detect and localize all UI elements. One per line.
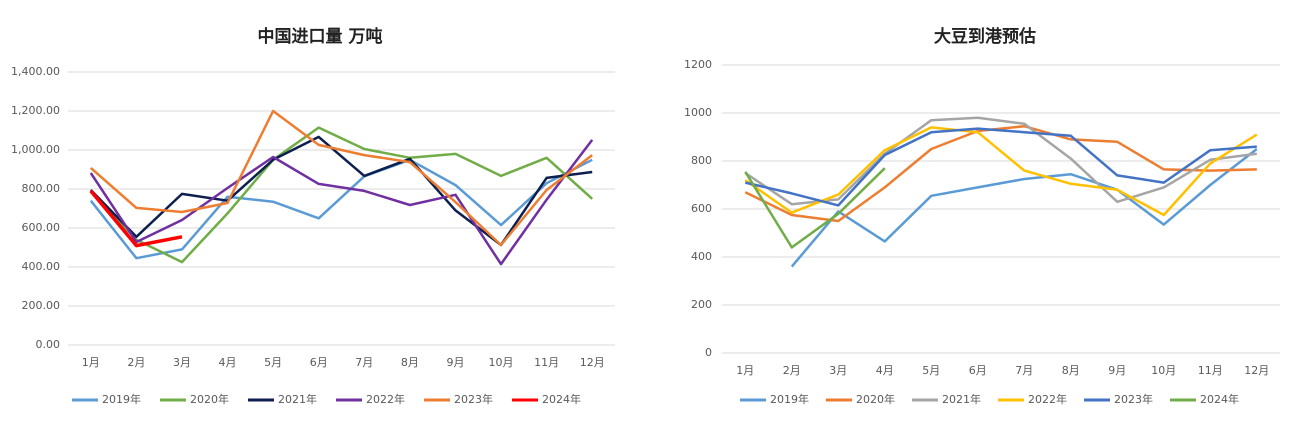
legend-label: 2023年: [454, 392, 493, 406]
x-tick-label: 10月: [489, 356, 514, 369]
x-tick-label: 12月: [1244, 364, 1269, 377]
legend-label: 2020年: [190, 392, 229, 406]
y-tick-label: 800.00: [22, 182, 61, 195]
legend-label: 2021年: [942, 392, 981, 406]
x-tick-label: 3月: [829, 364, 847, 377]
series-line: [745, 127, 1257, 207]
y-tick-label: 1,400.00: [11, 65, 60, 78]
legend-label: 2024年: [1200, 392, 1239, 406]
x-tick-label: 10月: [1151, 364, 1176, 377]
legend-label: 2021年: [278, 392, 317, 406]
chart-title: 中国进口量 万吨: [258, 26, 383, 47]
series-line: [790, 148, 1258, 268]
legend-label: 2019年: [102, 392, 141, 406]
x-tick-label: 1月: [736, 364, 754, 377]
legend-label: 2020年: [856, 392, 895, 406]
x-tick-label: 8月: [1062, 364, 1080, 377]
series-line: [744, 167, 886, 249]
y-tick-label: 1,000.00: [11, 143, 60, 156]
y-tick-label: 1200: [684, 58, 712, 71]
series-line: [89, 189, 183, 248]
x-tick-label: 8月: [401, 356, 419, 369]
x-tick-label: 3月: [173, 356, 191, 369]
series-line: [89, 139, 594, 266]
x-tick-label: 5月: [922, 364, 940, 377]
legend-label: 2019年: [770, 392, 809, 406]
x-tick-label: 4月: [219, 356, 237, 369]
x-tick-label: 11月: [1198, 364, 1223, 377]
x-tick-label: 6月: [310, 356, 328, 369]
x-tick-label: 5月: [264, 356, 282, 369]
x-tick-label: 2月: [127, 356, 145, 369]
x-tick-label: 7月: [355, 356, 373, 369]
y-tick-label: 400: [691, 250, 712, 263]
x-tick-label: 12月: [580, 356, 605, 369]
legend-label: 2022年: [1028, 392, 1067, 406]
legend-label: 2024年: [542, 392, 581, 406]
x-tick-label: 9月: [1108, 364, 1126, 377]
series-line: [744, 116, 1257, 206]
series-line: [744, 126, 1258, 217]
series-line: [89, 135, 593, 247]
y-tick-label: 200: [691, 298, 712, 311]
y-tick-label: 1000: [684, 106, 712, 119]
series-line: [89, 158, 593, 260]
y-tick-label: 0.00: [36, 338, 61, 351]
x-tick-label: 4月: [876, 364, 894, 377]
y-tick-label: 400.00: [22, 260, 61, 273]
y-tick-label: 0: [705, 346, 712, 359]
x-tick-label: 11月: [534, 356, 559, 369]
series-line: [744, 124, 1257, 223]
x-tick-label: 7月: [1015, 364, 1033, 377]
y-tick-label: 600: [691, 202, 712, 215]
x-tick-label: 2月: [783, 364, 801, 377]
x-tick-label: 9月: [446, 356, 464, 369]
series-line: [89, 109, 593, 247]
y-tick-label: 600.00: [22, 221, 61, 234]
x-tick-label: 6月: [969, 364, 987, 377]
chart-title: 大豆到港预估: [934, 26, 1036, 47]
y-tick-label: 1,200.00: [11, 104, 60, 117]
x-tick-label: 1月: [82, 356, 100, 369]
y-tick-label: 800: [691, 154, 712, 167]
y-tick-label: 200.00: [22, 299, 61, 312]
series-line: [89, 126, 594, 264]
legend-label: 2023年: [1114, 392, 1153, 406]
legend-label: 2022年: [366, 392, 405, 406]
